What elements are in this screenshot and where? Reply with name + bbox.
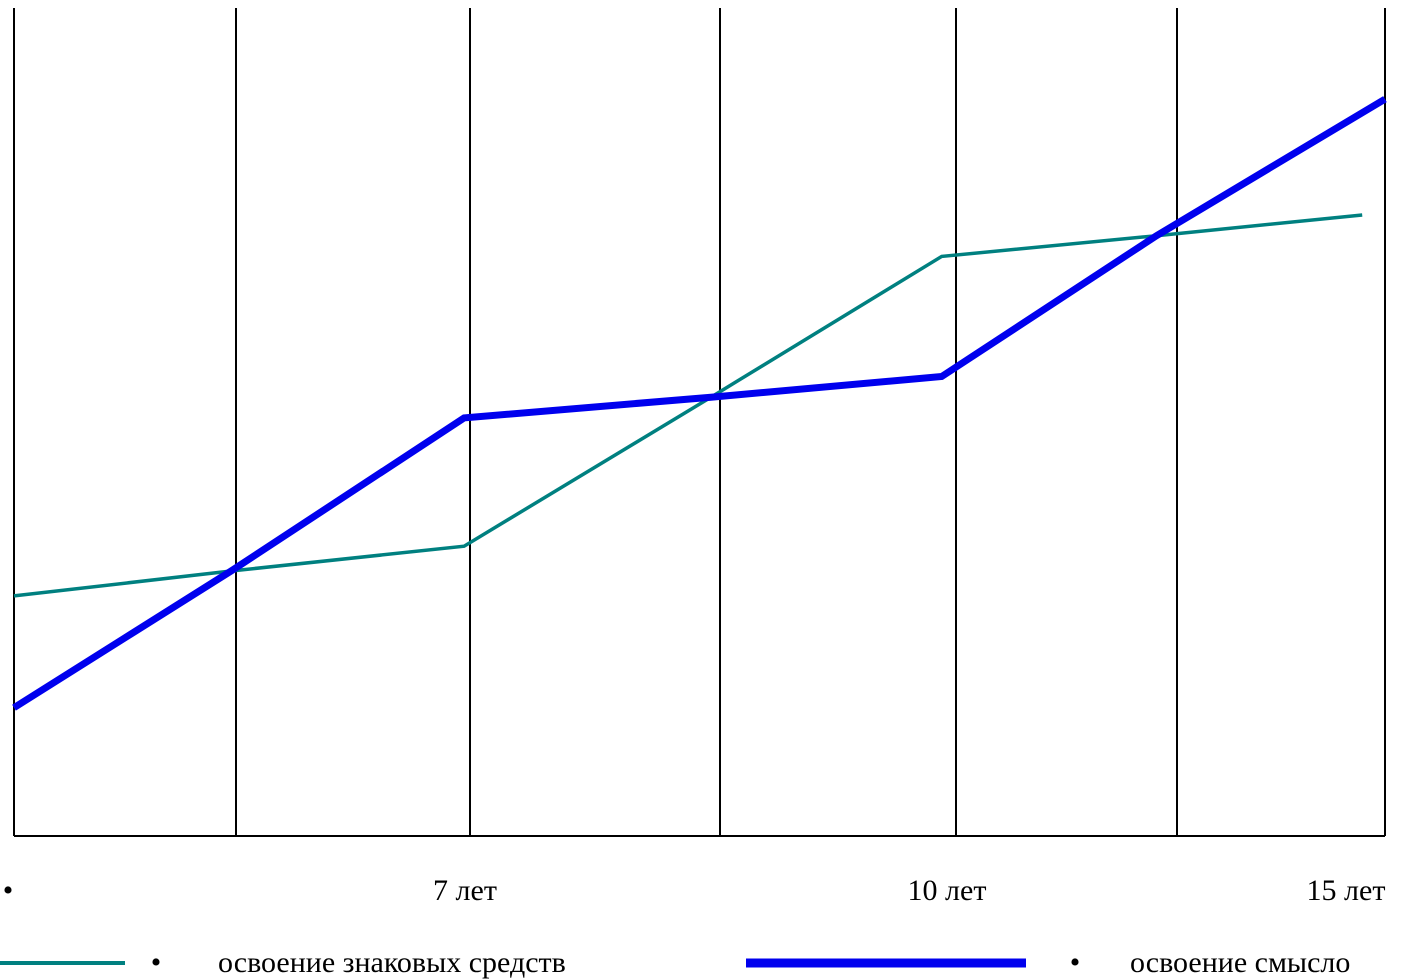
tick-label-7: 7 лет xyxy=(433,874,497,907)
legend: • освоение знаковых средств • освоение с… xyxy=(0,946,1350,979)
legend-bullet-meaning: • xyxy=(1070,946,1081,979)
tick-label-15: 15 лет xyxy=(1307,874,1386,907)
series-layer xyxy=(12,96,1387,711)
legend-bullet-signs: • xyxy=(151,946,162,979)
grid-lines xyxy=(13,8,1386,836)
legend-label-meaning: освоение смысло xyxy=(1130,946,1350,979)
tick-label-10: 10 лет xyxy=(908,874,987,907)
legend-label-signs: освоение знаковых средств xyxy=(218,946,566,979)
series-line-0 xyxy=(13,213,1363,598)
tick-label-0: • xyxy=(3,874,14,907)
